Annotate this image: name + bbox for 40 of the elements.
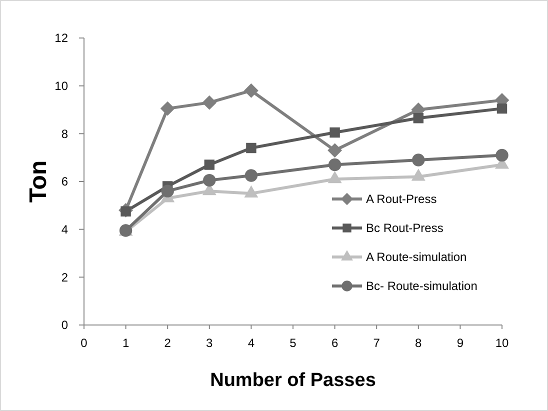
- point: [244, 169, 258, 182]
- point: [160, 102, 175, 116]
- point: [244, 84, 258, 98]
- x-tick-label: 8: [415, 336, 422, 350]
- point: [412, 154, 425, 166]
- point: [330, 127, 340, 138]
- legend-label: Bc Rout-Press: [366, 221, 444, 236]
- point: [202, 96, 216, 110]
- x-tick-label: 3: [206, 336, 214, 350]
- x-tick-label: 1: [122, 336, 130, 350]
- x-tick-label: 0: [80, 336, 88, 350]
- x-tick-label: 10: [495, 336, 509, 350]
- x-axis-title: Number of Passes: [210, 370, 376, 391]
- legend-label: A Route-simulation: [366, 250, 467, 264]
- legend-label: A Rout-Press: [366, 192, 437, 206]
- y-tick-label: 4: [61, 222, 68, 237]
- y-axis-title: Ton: [25, 160, 52, 203]
- y-tick-label: 10: [54, 79, 68, 94]
- point: [328, 172, 342, 184]
- y-tick-label: 6: [61, 174, 68, 189]
- point: [203, 174, 216, 187]
- x-tick-label: 4: [248, 336, 255, 350]
- y-tick-label: 8: [61, 126, 68, 141]
- point: [246, 142, 256, 154]
- point: [328, 158, 342, 172]
- point: [413, 113, 424, 124]
- x-tick-label: 2: [164, 336, 172, 350]
- x-tick-label: 7: [373, 336, 380, 350]
- x-tick-label: 9: [456, 336, 464, 350]
- y-tick-label: 2: [61, 270, 68, 284]
- point: [496, 148, 508, 162]
- y-tick-label: 12: [54, 31, 68, 46]
- x-tick-label: 5: [290, 336, 297, 350]
- point: [204, 160, 215, 170]
- legend-label: Bc- Route-simulation: [366, 279, 478, 294]
- x-tick-label: 6: [331, 336, 338, 350]
- point: [161, 184, 174, 198]
- point: [328, 143, 342, 158]
- point: [496, 103, 508, 114]
- y-tick-label: 0: [61, 318, 68, 332]
